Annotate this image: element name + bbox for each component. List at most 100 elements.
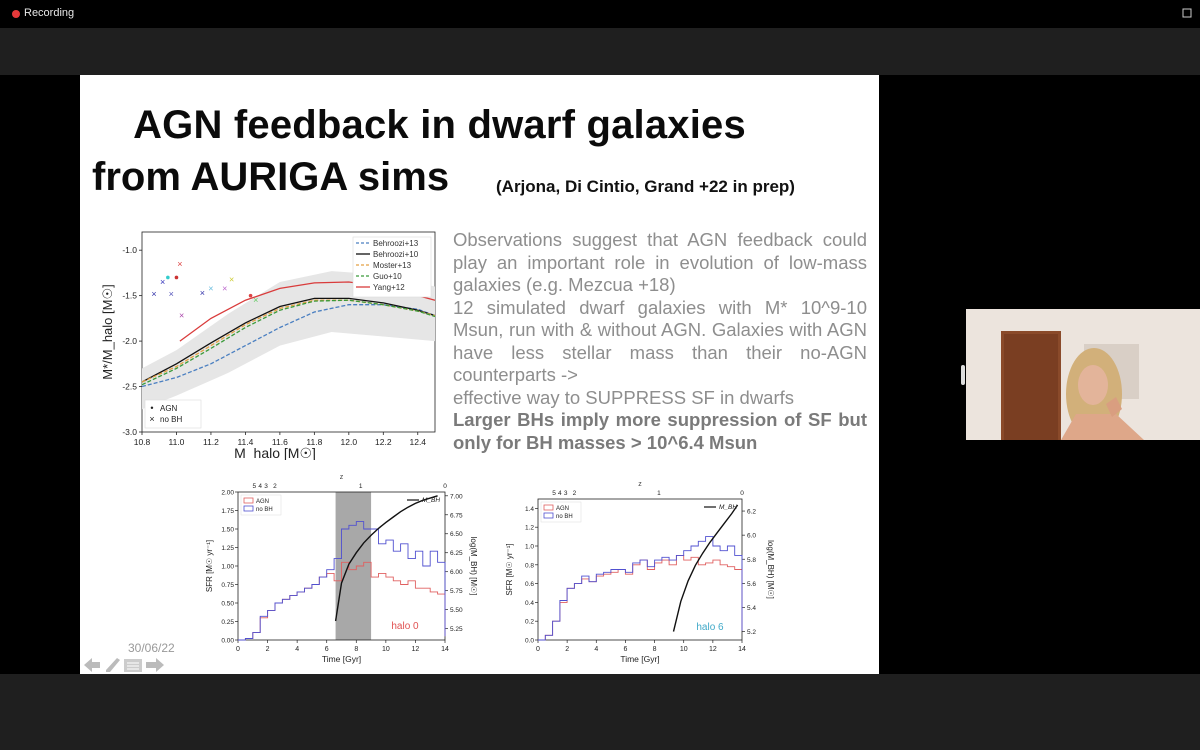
x-tick-label: 6 — [623, 646, 627, 653]
top-strip — [0, 28, 1200, 75]
shaded-region — [335, 492, 372, 640]
body-bold-text: Larger BHs imply more suppression of SF … — [453, 409, 867, 453]
legend-label: Behroozi+10 — [373, 250, 419, 259]
series-line-no-bh — [238, 521, 446, 641]
x-tick-label: 12 — [412, 646, 420, 653]
y-axis-label: SFR [M☉ yr⁻¹] — [205, 540, 214, 592]
galaxy-marker — [166, 275, 170, 280]
participant-video[interactable] — [966, 309, 1200, 440]
legend-label: Behroozi+13 — [373, 239, 419, 248]
galaxy-marker: × — [151, 289, 156, 299]
legend-label: M_BH — [719, 504, 737, 511]
halo-annotation: halo 6 — [696, 622, 724, 633]
x-tick-label: 11.0 — [169, 437, 185, 447]
x-tick-label: 12 — [709, 646, 717, 653]
y2-tick-label: 5.2 — [747, 629, 756, 636]
y-tick-label: 1.2 — [525, 525, 534, 532]
x-axis-label: Time [Gyr] — [620, 654, 659, 664]
next-arrow-icon[interactable] — [146, 658, 164, 672]
halo-annotation: halo 0 — [391, 621, 419, 632]
z-tick-label: 4 — [558, 490, 562, 497]
x-tick-label: 10 — [382, 646, 390, 653]
person-face-shape — [1078, 365, 1108, 405]
y2-tick-label: 5.75 — [450, 588, 463, 595]
x-tick-label: 0 — [236, 646, 240, 653]
y2-tick-label: 5.4 — [747, 605, 756, 612]
y-tick-label: -1.0 — [122, 245, 137, 255]
galaxy-marker: × — [208, 283, 213, 293]
galaxy-marker: × — [160, 277, 165, 287]
legend-box — [540, 501, 582, 523]
z-axis-label: z — [340, 474, 344, 481]
body-paragraph-effective: effective way to SUPPRESS SF in dwarfs — [453, 386, 795, 408]
galaxy-marker: × — [253, 295, 258, 305]
slide-nav-controls — [84, 658, 164, 672]
slide-title-citation: (Arjona, Di Cintio, Grand +22 in prep) — [496, 177, 795, 196]
y2-tick-label: 5.50 — [450, 607, 463, 614]
x-axis-label: M_halo [M☉] — [234, 445, 316, 460]
y-tick-label: 0.75 — [221, 582, 234, 589]
y-tick-label: 0.6 — [525, 581, 534, 588]
galaxy-marker — [174, 275, 179, 280]
slide-date: 30/06/22 — [128, 641, 175, 655]
z-tick-label: 3 — [264, 483, 268, 490]
y-tick-label: 1.0 — [525, 544, 534, 551]
x-tick-label: 6 — [325, 646, 329, 653]
galaxy-marker: × — [229, 274, 234, 284]
y2-tick-label: 6.50 — [450, 531, 463, 538]
legend-swatch — [243, 505, 254, 512]
y-tick-label: -2.0 — [122, 336, 137, 346]
x-tick-label: 10.8 — [134, 437, 151, 447]
pen-icon[interactable] — [106, 658, 120, 672]
x-tick-label: 0 — [536, 646, 540, 653]
prev-arrow-icon[interactable] — [84, 658, 100, 672]
galaxy-marker: × — [200, 288, 205, 298]
y-tick-label: 1.4 — [525, 506, 534, 513]
scatter-band — [142, 271, 435, 410]
recording-bar: Recording — [0, 0, 1200, 28]
series-line-m-bh — [334, 495, 438, 622]
slide-body-text: Observations suggest that AGN feedback c… — [453, 229, 867, 409]
y2-tick-label: 5.25 — [450, 626, 463, 633]
z-tick-label: 1 — [359, 483, 363, 490]
marker-legend-label: AGN — [160, 404, 178, 413]
y2-tick-label: 7.00 — [450, 493, 463, 500]
y2-tick-label: 6.00 — [450, 569, 463, 576]
participant-video-frame — [966, 309, 1200, 440]
person-shoulders-shape — [1061, 414, 1144, 440]
series-line-behroozi-10 — [141, 297, 436, 383]
z-tick-label: 4 — [258, 483, 262, 490]
recording-label: Recording — [24, 7, 75, 19]
y-tick-label: 0.2 — [525, 619, 534, 626]
series-line-m-bh — [672, 504, 739, 632]
legend-label: no BH — [556, 514, 573, 520]
window-expand-icon[interactable] — [1182, 8, 1192, 18]
y2-tick-label: 6.2 — [747, 509, 756, 516]
menu-icon[interactable] — [124, 659, 142, 672]
x-tick-label: 14 — [738, 646, 746, 653]
series-line-guo-10 — [141, 299, 436, 386]
z-tick-label: 1 — [657, 490, 661, 497]
x-tick-label: 14 — [441, 646, 449, 653]
y2-tick-label: 6.0 — [747, 533, 756, 540]
y2-tick-label: 5.8 — [747, 557, 756, 564]
x-tick-label: 11.4 — [237, 437, 253, 447]
legend-label: Yang+12 — [373, 283, 405, 292]
x-axis-label: Time [Gyr] — [322, 654, 361, 664]
x-tick-label: 10 — [680, 646, 688, 653]
y-tick-label: 0.50 — [221, 601, 234, 608]
body-paragraph-simulations: 12 simulated dwarf galaxies with M* 10^9… — [453, 296, 867, 386]
y2-axis-label: log(M_BH) [M☉] — [469, 537, 478, 596]
bottom-strip — [0, 674, 1200, 750]
y-tick-label: -1.5 — [122, 291, 137, 301]
x-tick-label: 12.2 — [375, 437, 392, 447]
marker-legend-label: no BH — [160, 415, 182, 424]
galaxy-marker: × — [177, 259, 182, 269]
legend-label: M_BH — [422, 497, 440, 504]
x-tick-label: 12.4 — [409, 437, 426, 447]
x-tick-label: 11.2 — [203, 437, 219, 447]
legend-label: no BH — [256, 507, 273, 513]
galaxy-marker: × — [169, 289, 174, 299]
series-line-no-bh — [538, 536, 743, 641]
video-resize-handle[interactable] — [961, 365, 965, 385]
